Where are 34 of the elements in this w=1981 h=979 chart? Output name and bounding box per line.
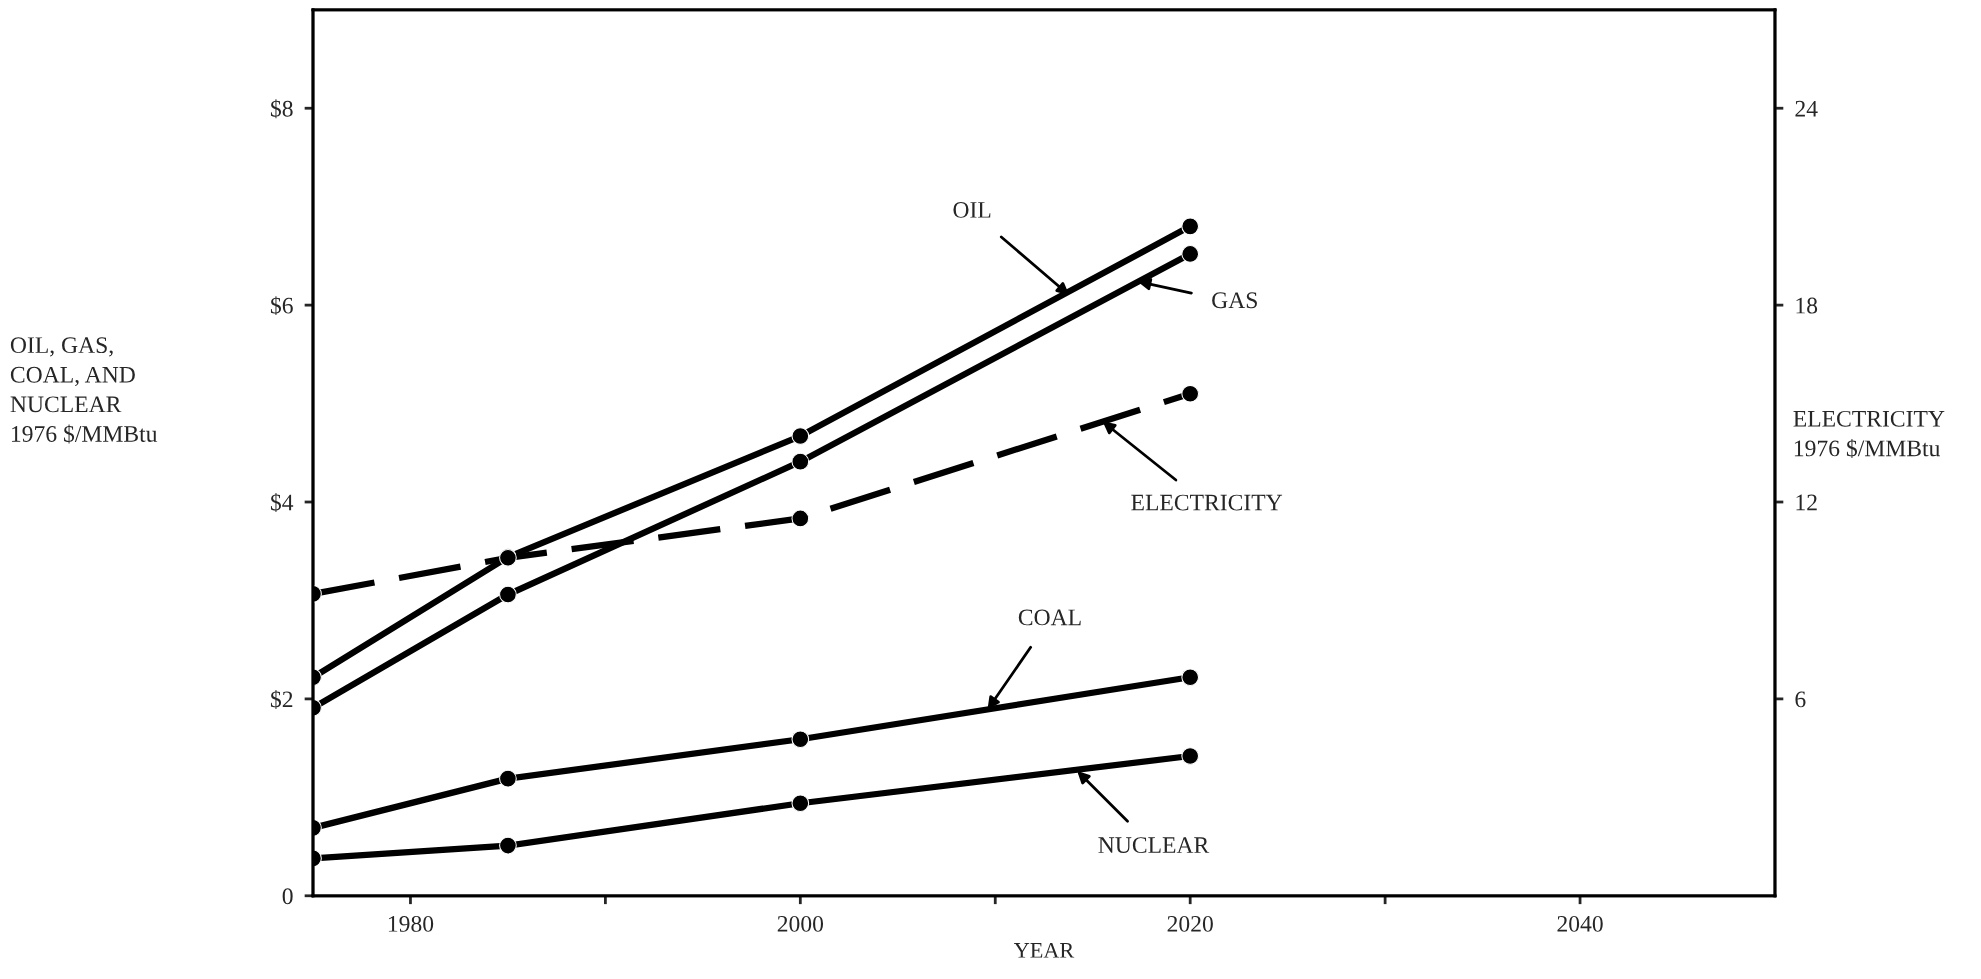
y-tick-label: 0 — [282, 888, 293, 905]
point — [1181, 217, 1200, 236]
point — [791, 452, 810, 471]
point — [791, 427, 810, 445]
x-tick-label: 2040 — [1557, 915, 1603, 932]
annotation: GAS — [1212, 292, 1257, 309]
point — [499, 769, 517, 788]
y-tick-label: $2 — [270, 689, 293, 709]
x-tick-label: 1980 — [388, 915, 434, 932]
y-tick-label: $6 — [270, 296, 293, 316]
x-axis-title: YEAR — [1013, 942, 1075, 958]
y-tick-label: $8 — [270, 99, 293, 119]
annotation: COAL — [1018, 609, 1081, 626]
annotation: ELECTRICITY — [1131, 494, 1283, 511]
y2-tick-label: 12 — [1796, 494, 1817, 511]
point — [499, 585, 517, 604]
annotation: NUCLEAR — [1098, 837, 1210, 854]
point — [1181, 747, 1200, 765]
y2-tick-label: 24 — [1795, 100, 1818, 117]
y2-axis-title: ELECTRICITY 1976 $/MMBtu — [1793, 410, 1945, 458]
y2-tick-label: 18 — [1796, 297, 1818, 314]
annotation: OIL — [953, 201, 991, 218]
y-axis-title: OIL, GAS, COAL, AND NUCLEAR 1976 $/MMBtu — [10, 337, 158, 444]
point — [1181, 668, 1200, 687]
x-tick-label: 2020 — [1167, 915, 1213, 932]
y-tick-label: $4 — [270, 493, 294, 512]
point — [791, 509, 810, 528]
point — [1181, 245, 1200, 263]
y2-tick-label: 6 — [1795, 691, 1806, 708]
point — [791, 730, 810, 749]
point — [499, 836, 517, 855]
point — [791, 794, 810, 813]
x-tick-label: 2000 — [777, 915, 824, 932]
point — [1181, 384, 1200, 403]
